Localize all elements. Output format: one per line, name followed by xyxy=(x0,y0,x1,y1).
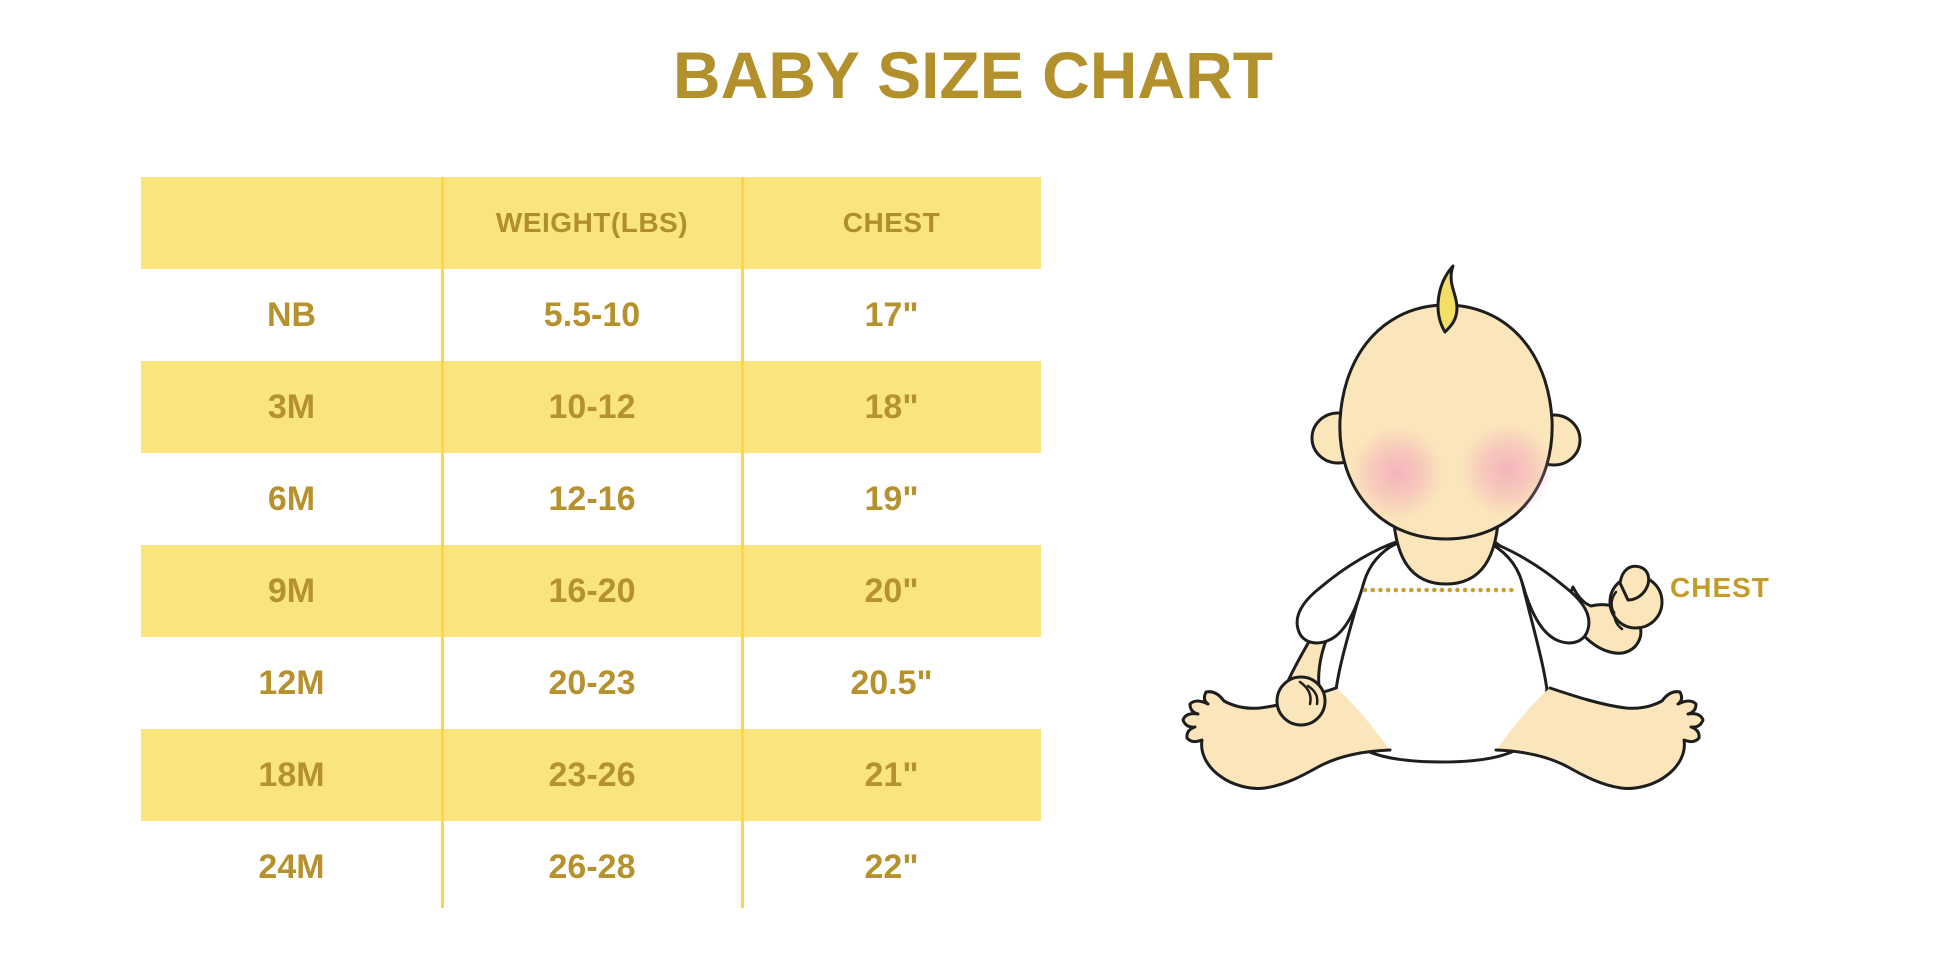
table-row: 24M 26-28 22" xyxy=(141,821,1041,913)
baby-head xyxy=(1310,264,1582,586)
size-cell: 3M xyxy=(267,387,316,426)
weight-cell: 23-26 xyxy=(548,755,636,794)
left-cheek-blush xyxy=(1351,427,1443,519)
right-cheek-blush xyxy=(1461,424,1553,516)
baby-sleeves xyxy=(1295,538,1591,645)
chest-cell: 20.5" xyxy=(850,663,933,702)
baby-legs xyxy=(1181,686,1705,790)
baby-arms xyxy=(1275,564,1664,727)
table-row: 6M 12-16 19" xyxy=(141,453,1041,545)
column-divider xyxy=(441,177,444,908)
weight-cell: 10-12 xyxy=(548,387,636,426)
table-row: 18M 23-26 21" xyxy=(141,729,1041,821)
table-row: NB 5.5-10 17" xyxy=(141,269,1041,361)
column-divider xyxy=(741,177,744,908)
weight-cell: 26-28 xyxy=(548,847,636,886)
size-cell: 6M xyxy=(267,479,316,518)
size-cell: 9M xyxy=(267,571,316,610)
size-cell: NB xyxy=(266,295,317,334)
weight-cell: 5.5-10 xyxy=(543,295,641,334)
weight-cell: 16-20 xyxy=(548,571,636,610)
hair-curl-icon xyxy=(1436,264,1459,334)
header-size xyxy=(141,177,442,269)
header-weight: WEIGHT(LBS) xyxy=(495,207,689,238)
weight-cell: 12-16 xyxy=(548,479,636,518)
table-row: 12M 20-23 20.5" xyxy=(141,637,1041,729)
table-row: 9M 16-20 20" xyxy=(141,545,1041,637)
size-cell: 18M xyxy=(258,755,325,794)
weight-cell: 20-23 xyxy=(548,663,636,702)
chest-cell: 21" xyxy=(864,755,919,794)
page-title: BABY SIZE CHART xyxy=(672,38,1274,112)
chest-cell: 20" xyxy=(864,571,919,610)
chest-measurement-label: CHEST xyxy=(1670,572,1770,603)
table-header-row: WEIGHT(LBS) CHEST xyxy=(141,177,1041,269)
chest-cell: 19" xyxy=(864,479,919,518)
chest-cell: 18" xyxy=(864,387,919,426)
baby-illustration xyxy=(1181,264,1705,790)
size-cell: 24M xyxy=(258,847,325,886)
header-chest: CHEST xyxy=(842,207,941,238)
size-table: WEIGHT(LBS) CHEST NB 5.5-10 17" 3M 10-12… xyxy=(141,177,1041,913)
chest-cell: 22" xyxy=(864,847,919,886)
right-thumb xyxy=(1618,564,1651,602)
size-cell: 12M xyxy=(258,663,325,702)
table-row: 3M 10-12 18" xyxy=(141,361,1041,453)
chest-cell: 17" xyxy=(864,295,919,334)
